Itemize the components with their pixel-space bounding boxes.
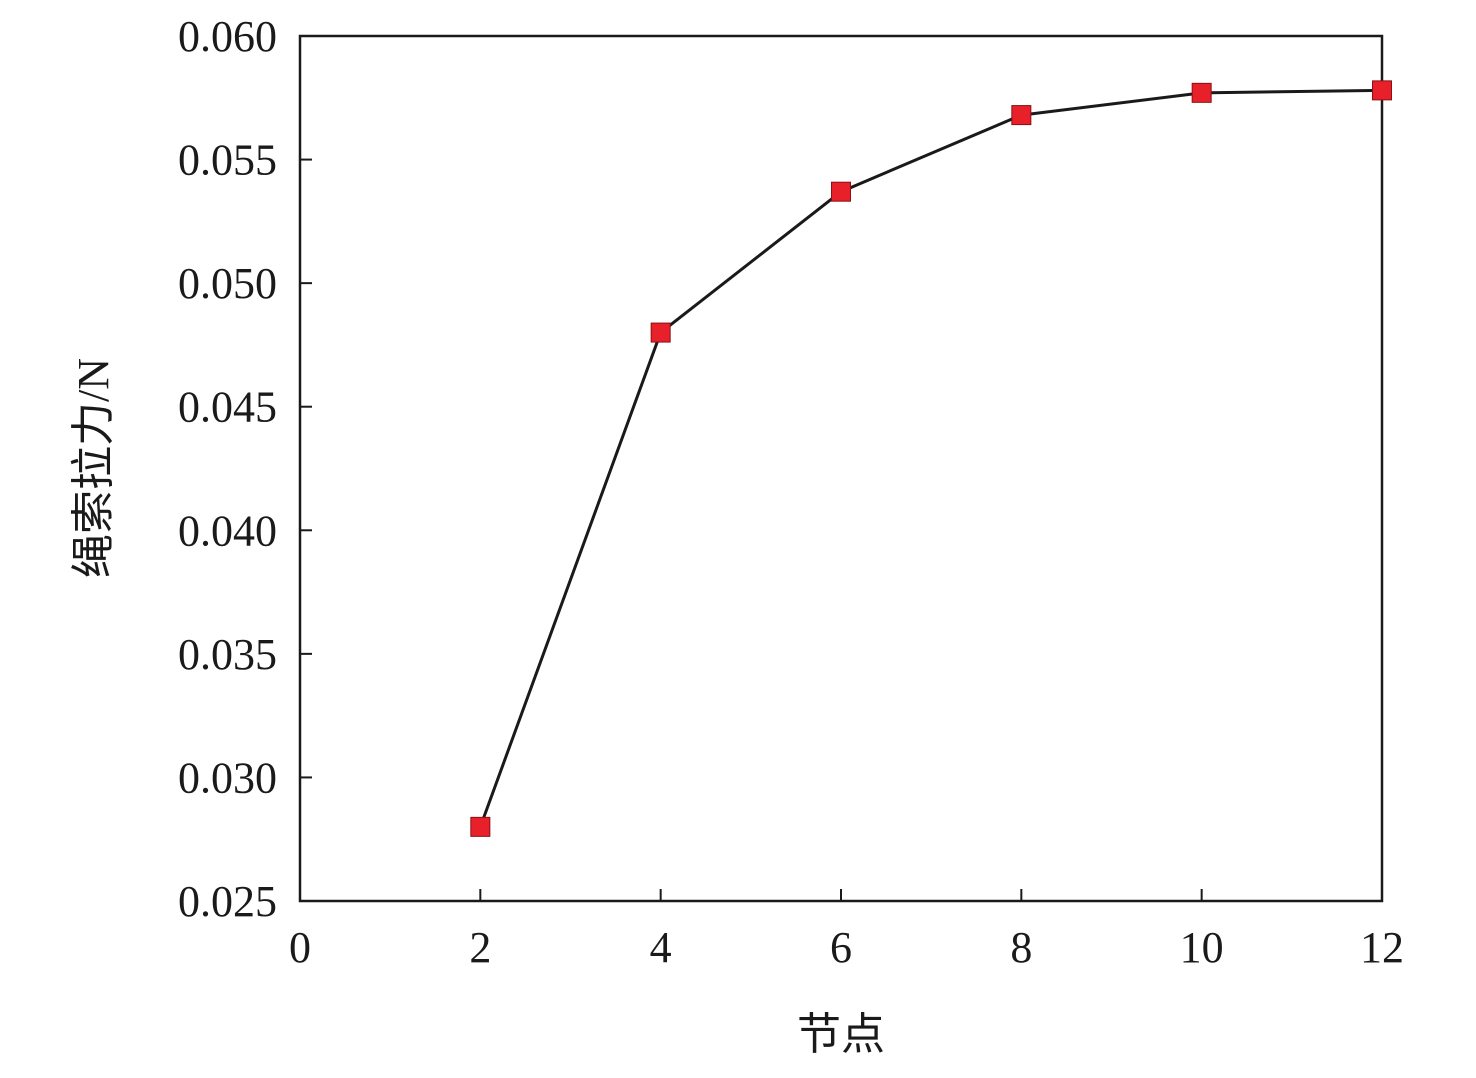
y-tick-label: 0.050 <box>178 259 277 308</box>
y-tick-label: 0.045 <box>178 383 277 432</box>
x-tick-label: 8 <box>1010 923 1032 972</box>
x-axis-title: 节点 <box>797 1010 885 1059</box>
data-point-marker <box>1372 80 1392 101</box>
y-tick-label: 0.040 <box>178 506 277 555</box>
ticks: 0 2 4 6 8 10 12 0.025 0.030 0.035 0.040 0.045 0.050 0… <box>178 12 1404 972</box>
y-tick-label: 0.025 <box>178 877 277 926</box>
series <box>470 80 1392 837</box>
data-point-marker <box>1011 105 1032 126</box>
plot-frame <box>298 34 1384 903</box>
y-tick-label: 0.060 <box>178 12 277 61</box>
series-line <box>478 88 1383 828</box>
data-point-marker <box>1191 82 1212 103</box>
x-tick-label: 4 <box>650 923 672 972</box>
x-tick-label: 2 <box>469 923 491 972</box>
data-point-marker <box>831 181 851 202</box>
x-tick-label: 6 <box>830 923 852 972</box>
x-tick-label: 0 <box>289 923 311 972</box>
data-point-marker <box>650 322 671 343</box>
y-axis-title: 绳索拉力/N <box>69 358 118 578</box>
y-tick-label: 0.055 <box>178 136 277 185</box>
data-point-marker <box>470 816 491 837</box>
axes <box>298 34 1384 903</box>
labels: 节点 绳索拉力/N <box>69 358 885 1059</box>
y-tick-label: 0.030 <box>178 753 277 802</box>
x-tick-label: 10 <box>1180 923 1224 972</box>
y-tick-label: 0.035 <box>178 630 277 679</box>
x-tick-label: 12 <box>1360 923 1404 972</box>
